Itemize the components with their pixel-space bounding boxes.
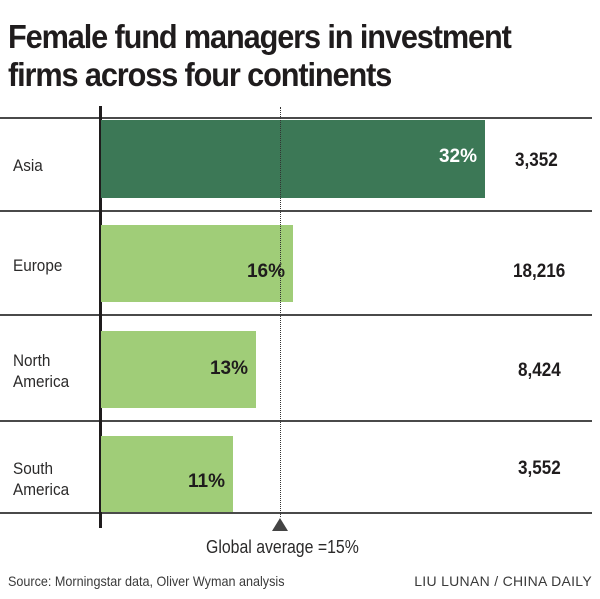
bar-value-north-america: 13%	[209, 358, 248, 379]
bar-asia: 32%	[101, 120, 485, 198]
row-divider	[0, 512, 592, 514]
credit-line: LIU LUNAN / CHINA DAILY	[414, 573, 592, 589]
row-label-europe: Europe	[13, 256, 63, 275]
row-divider	[0, 420, 592, 422]
bar-south-america: 11%	[101, 436, 233, 512]
row-divider	[0, 117, 592, 119]
row-label-asia: Asia	[13, 156, 43, 175]
source-note: Source: Morningstar data, Oliver Wyman a…	[8, 573, 285, 589]
bar-value-asia: 32%	[438, 146, 477, 167]
count-north-america: 8,424	[518, 360, 561, 381]
row-label-north-america: North America	[13, 351, 70, 391]
row-divider	[0, 314, 592, 316]
bar-value-south-america: 11%	[188, 471, 225, 492]
chart-title: Female fund managers in investment firms…	[8, 18, 512, 93]
count-asia: 3,352	[515, 150, 558, 171]
count-south-america: 3,552	[518, 458, 561, 479]
row-divider	[0, 210, 592, 212]
global-average-label: Global average =15%	[206, 537, 359, 557]
y-axis-line	[99, 106, 102, 528]
bar-europe: 16%	[101, 225, 293, 302]
row-label-south-america: South America	[13, 459, 70, 499]
triangle-marker-icon	[272, 518, 288, 531]
bar-north-america: 13%	[101, 331, 256, 408]
bar-value-europe: 16%	[246, 261, 285, 282]
global-average-line	[280, 107, 281, 517]
count-europe: 18,216	[513, 261, 566, 282]
